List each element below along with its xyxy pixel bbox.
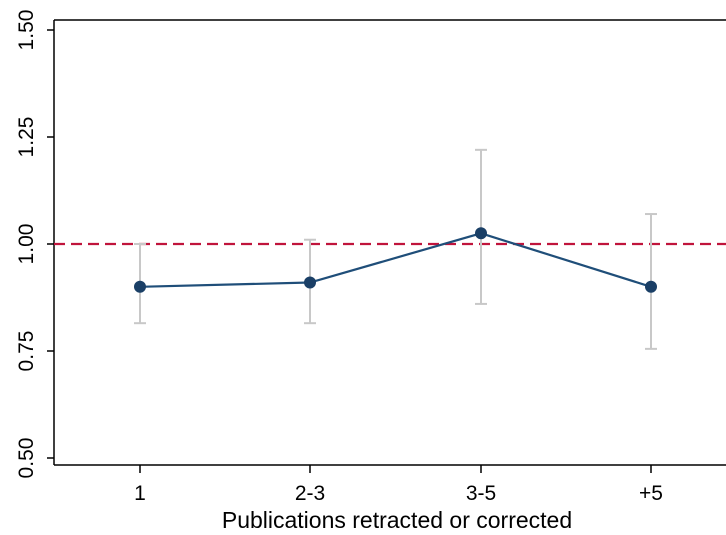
y-tick-label: 1.25 bbox=[15, 117, 38, 158]
x-axis-title: Publications retracted or corrected bbox=[222, 507, 572, 533]
data-point bbox=[475, 227, 487, 240]
x-tick-label: +5 bbox=[639, 482, 663, 505]
y-tick-label: 1.50 bbox=[15, 10, 38, 51]
x-tick-label: 1 bbox=[134, 482, 146, 505]
error-bars-layer bbox=[134, 148, 657, 350]
y-tick-label: 0.50 bbox=[15, 438, 38, 479]
data-point bbox=[134, 280, 146, 293]
series-line bbox=[139, 232, 652, 288]
y-tick-label: 1.00 bbox=[15, 224, 38, 265]
x-ticks-layer: 1 2-3 3-5 +5 bbox=[134, 465, 663, 505]
plot-frame bbox=[53, 19, 726, 466]
data-point bbox=[304, 276, 316, 289]
data-points-layer bbox=[134, 227, 657, 293]
data-point bbox=[645, 280, 657, 293]
error-bar bbox=[475, 148, 487, 305]
y-ticks-layer: 0.50 0.75 1.00 1.25 1.50 bbox=[15, 10, 54, 479]
series-line-layer bbox=[139, 232, 652, 288]
x-tick-label: 2-3 bbox=[295, 482, 325, 505]
x-tick-label: 3-5 bbox=[466, 482, 496, 505]
y-tick-label: 0.75 bbox=[15, 331, 38, 372]
